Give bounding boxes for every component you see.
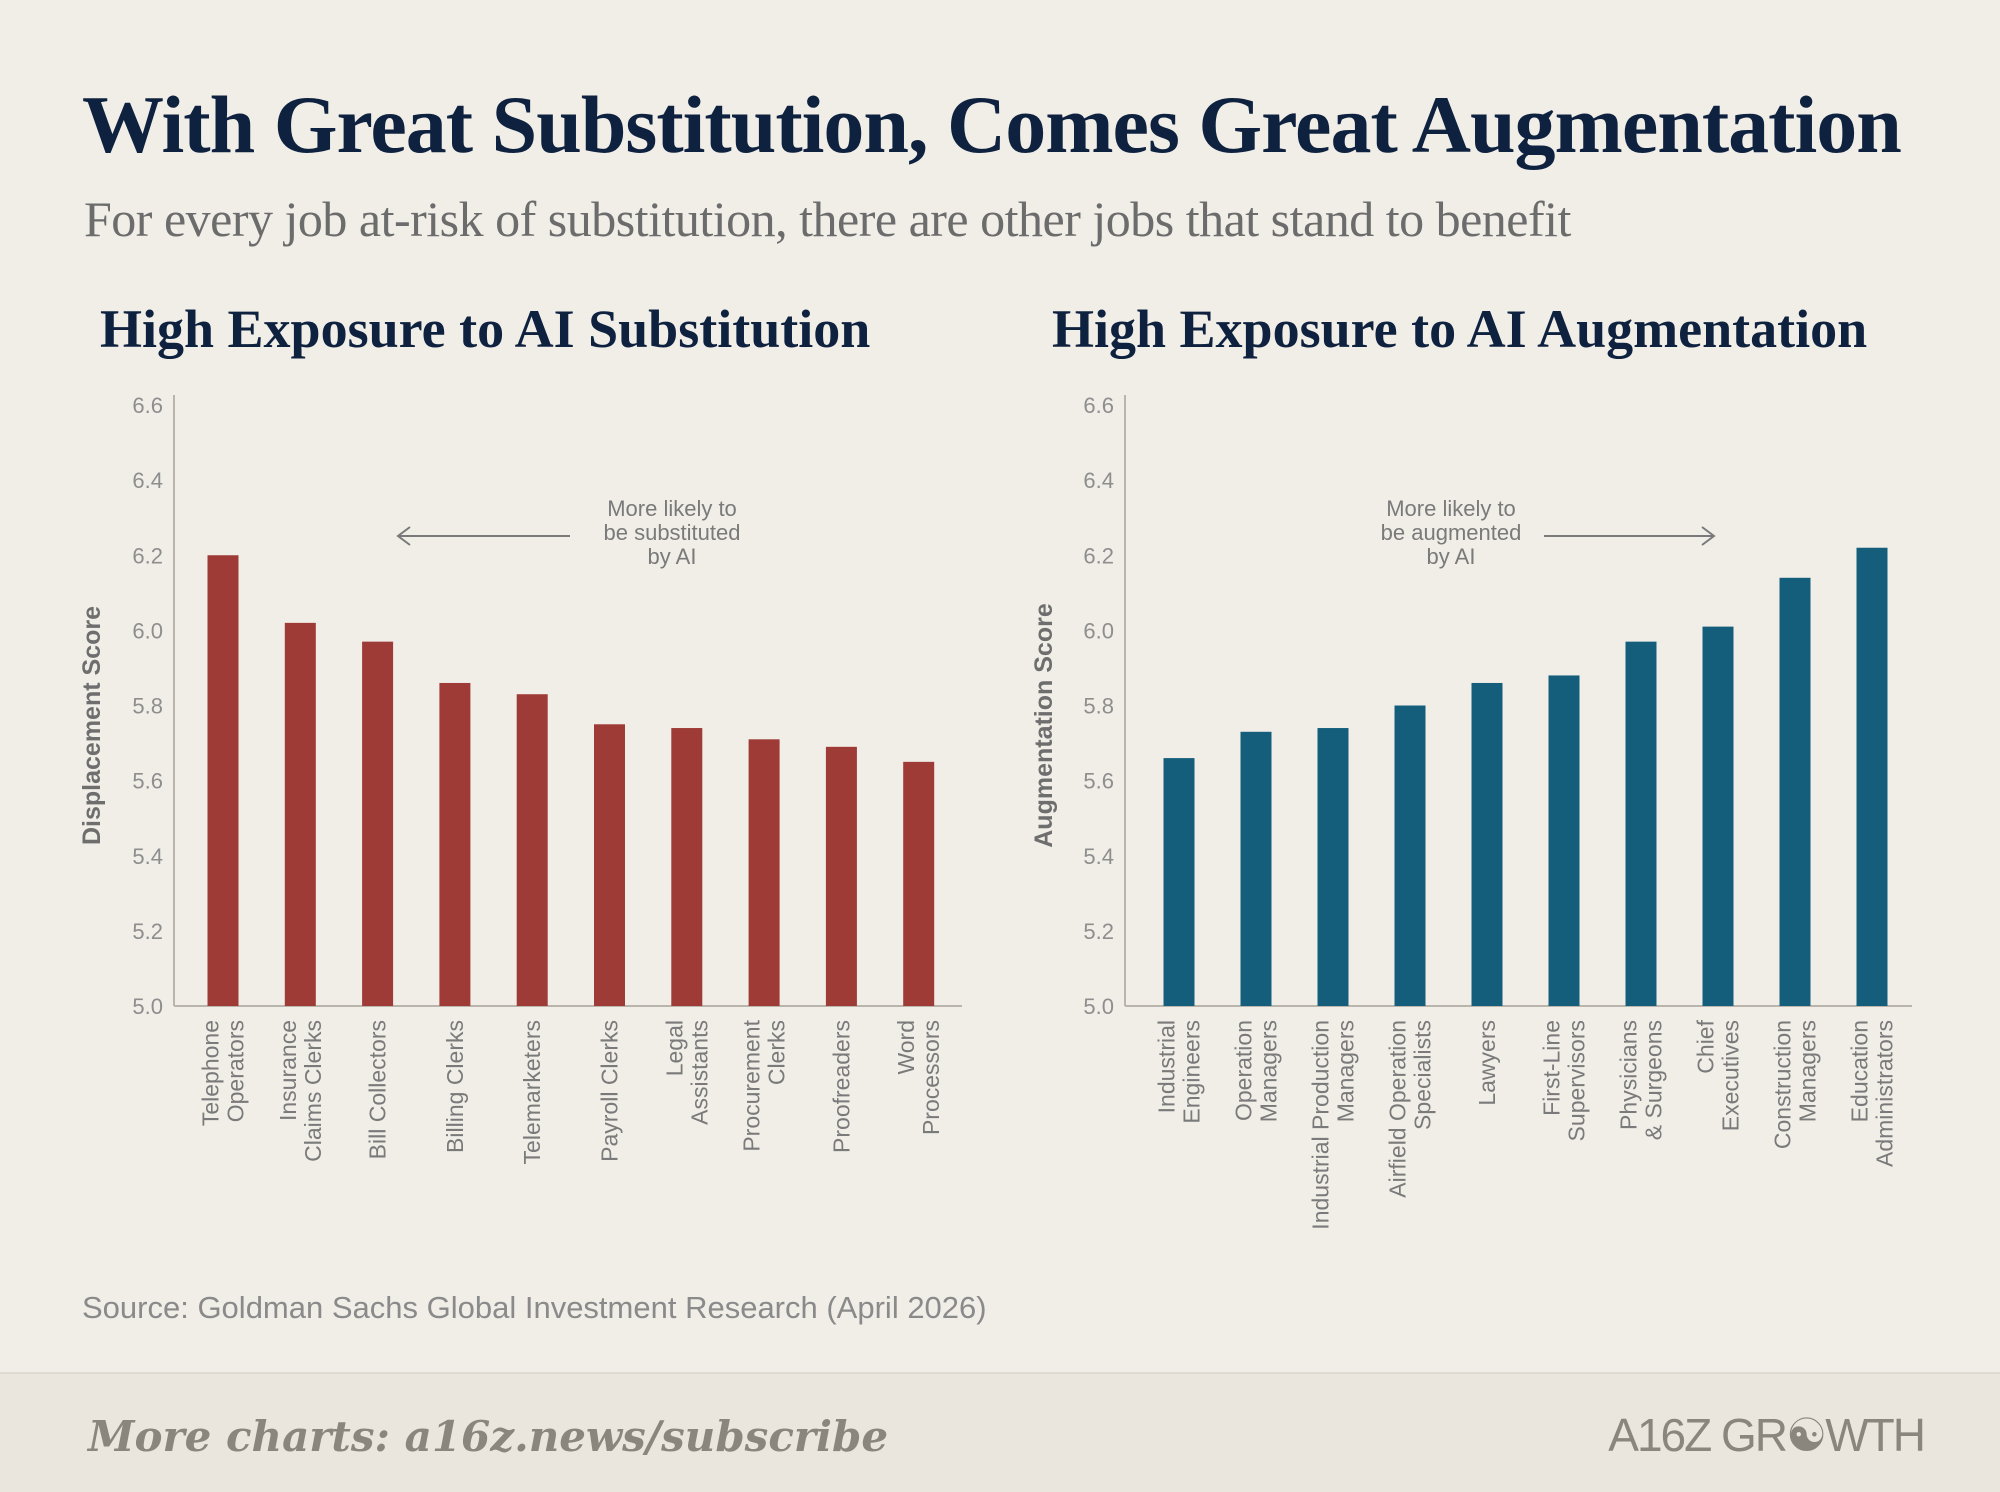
- bar: [1394, 705, 1426, 1006]
- augmentation-panel-title: High Exposure to AI Augmentation: [1052, 299, 1868, 359]
- annotation-text: More likely to be substituted by AI: [604, 496, 741, 569]
- svg-text:First-LineSupervisors: First-LineSupervisors: [1539, 1020, 1590, 1141]
- svg-text:Airfield OperationSpecialists: Airfield OperationSpecialists: [1385, 1020, 1436, 1198]
- x-tick-label: TelephoneOperators: [198, 1020, 249, 1126]
- x-tick-label: First-LineSupervisors: [1539, 1020, 1590, 1141]
- y-tick-label: 5.4: [1083, 844, 1114, 869]
- bar: [1702, 626, 1734, 1006]
- x-tick-label: Proofreaders: [828, 1020, 854, 1153]
- x-tick-label: Bill Collectors: [365, 1020, 391, 1159]
- substitution-bar-chart: 6.6 6.4 6.2 6.0 5.8 5.6 5.4 5.2 5.0 Displacement …: [78, 393, 962, 1164]
- source-note: Source: Goldman Sachs Global Investment …: [82, 1290, 987, 1325]
- y-tick-label: 6.2: [132, 543, 163, 568]
- y-tick-label: 5.0: [1083, 994, 1114, 1019]
- y-tick-label: 6.0: [132, 618, 163, 643]
- y-tick-label: 5.8: [1083, 694, 1114, 719]
- page-title: With Great Substitution, Comes Great Aug…: [82, 79, 1902, 170]
- y-tick-label: 6.4: [1083, 468, 1114, 493]
- bar: [362, 641, 394, 1006]
- y-tick-label: 6.6: [132, 393, 163, 418]
- x-tick-label: Payroll Clerks: [597, 1020, 623, 1162]
- y-tick-label: 5.2: [132, 919, 163, 944]
- x-tick-label: InsuranceClaims Clerks: [275, 1020, 326, 1162]
- bar: [1471, 682, 1503, 1006]
- y-tick-label: 5.2: [1083, 919, 1114, 944]
- x-tick-label: Billing Clerks: [442, 1020, 468, 1153]
- svg-text:Industrial ProductionManagers: Industrial ProductionManagers: [1308, 1020, 1359, 1230]
- y-tick-label: 6.6: [1083, 393, 1114, 418]
- bar: [1548, 675, 1580, 1006]
- svg-text:Telemarketers: Telemarketers: [519, 1020, 545, 1164]
- a16z-growth-logo: A16Z GR☯WTH: [1608, 1409, 1926, 1461]
- svg-text:EducationAdministrators: EducationAdministrators: [1847, 1020, 1898, 1167]
- x-tick-label: IndustrialEngineers: [1154, 1020, 1205, 1124]
- y-tick-label: 6.0: [1083, 618, 1114, 643]
- annotation-text: More likely to be augmented by AI: [1381, 496, 1522, 569]
- svg-text:LegalAssistants: LegalAssistants: [661, 1020, 712, 1125]
- svg-text:Bill Collectors: Bill Collectors: [365, 1020, 391, 1159]
- bar: [284, 622, 316, 1006]
- x-tick-label: ChiefExecutives: [1693, 1019, 1744, 1131]
- x-tick-label: Lawyers: [1474, 1020, 1500, 1106]
- svg-text:ConstructionManagers: ConstructionManagers: [1770, 1020, 1821, 1149]
- bar: [825, 746, 857, 1006]
- x-tick-label: Industrial ProductionManagers: [1308, 1020, 1359, 1230]
- bar: [1317, 728, 1349, 1006]
- y-tick-label: 5.6: [1083, 769, 1114, 794]
- svg-text:Lawyers: Lawyers: [1474, 1020, 1500, 1106]
- bar: [671, 728, 703, 1006]
- y-tick-label: 6.4: [132, 468, 163, 493]
- y-tick-label: 5.8: [132, 694, 163, 719]
- bar: [748, 739, 780, 1006]
- y-tick-label: 5.6: [132, 769, 163, 794]
- bar: [439, 682, 471, 1006]
- y-tick-label: 5.0: [132, 994, 163, 1019]
- svg-text:Billing Clerks: Billing Clerks: [442, 1020, 468, 1153]
- y-tick-label: 5.4: [132, 844, 163, 869]
- y-axis-label: Augmentation Score: [1030, 603, 1058, 848]
- svg-text:ChiefExecutives: ChiefExecutives: [1693, 1019, 1744, 1131]
- arrow-head-icon: [1701, 526, 1716, 546]
- x-tick-label: LegalAssistants: [661, 1020, 712, 1125]
- svg-text:InsuranceClaims Clerks: InsuranceClaims Clerks: [275, 1020, 326, 1162]
- x-tick-label: ConstructionManagers: [1770, 1020, 1821, 1149]
- x-tick-label: WordProcessors: [893, 1020, 944, 1135]
- subscribe-link[interactable]: More charts: a16z.news/subscribe: [88, 1412, 889, 1461]
- bar: [1856, 547, 1888, 1006]
- x-tick-label: Airfield OperationSpecialists: [1385, 1020, 1436, 1198]
- augmentation-bar-chart: 6.6 6.4 6.2 6.0 5.8 5.6 5.4 5.2 5.0 Augmentation …: [1030, 393, 1912, 1230]
- svg-text:Payroll Clerks: Payroll Clerks: [597, 1020, 623, 1162]
- svg-text:IndustrialEngineers: IndustrialEngineers: [1154, 1020, 1205, 1124]
- x-tick-label: Telemarketers: [519, 1020, 545, 1164]
- x-tick-label: Physicians& Surgeons: [1616, 1020, 1667, 1140]
- bar: [903, 761, 935, 1006]
- bar: [1779, 577, 1811, 1006]
- page-subtitle: For every job at-risk of substitution, t…: [84, 191, 1571, 247]
- arrow-head-icon: [396, 526, 411, 546]
- svg-text:TelephoneOperators: TelephoneOperators: [198, 1020, 249, 1126]
- x-tick-label: ProcurementClerks: [739, 1019, 790, 1151]
- y-tick-label: 6.2: [1083, 543, 1114, 568]
- bar: [594, 724, 625, 1006]
- y-axis-label: Displacement Score: [78, 606, 106, 845]
- svg-text:WordProcessors: WordProcessors: [893, 1020, 944, 1135]
- bar: [207, 555, 239, 1006]
- svg-text:Proofreaders: Proofreaders: [828, 1020, 854, 1153]
- substitution-panel-title: High Exposure to AI Substitution: [100, 299, 871, 359]
- svg-text:ProcurementClerks: ProcurementClerks: [739, 1019, 790, 1151]
- x-tick-label: OperationManagers: [1231, 1020, 1282, 1122]
- bar: [1240, 731, 1272, 1006]
- bar: [516, 694, 548, 1006]
- footer-banner: More charts: a16z.news/subscribe A16Z GR…: [0, 1372, 2000, 1492]
- bar: [1625, 641, 1657, 1006]
- x-tick-label: EducationAdministrators: [1847, 1020, 1898, 1167]
- bar: [1163, 758, 1195, 1006]
- svg-text:Physicians& Surgeons: Physicians& Surgeons: [1616, 1020, 1667, 1140]
- svg-text:OperationManagers: OperationManagers: [1231, 1020, 1282, 1122]
